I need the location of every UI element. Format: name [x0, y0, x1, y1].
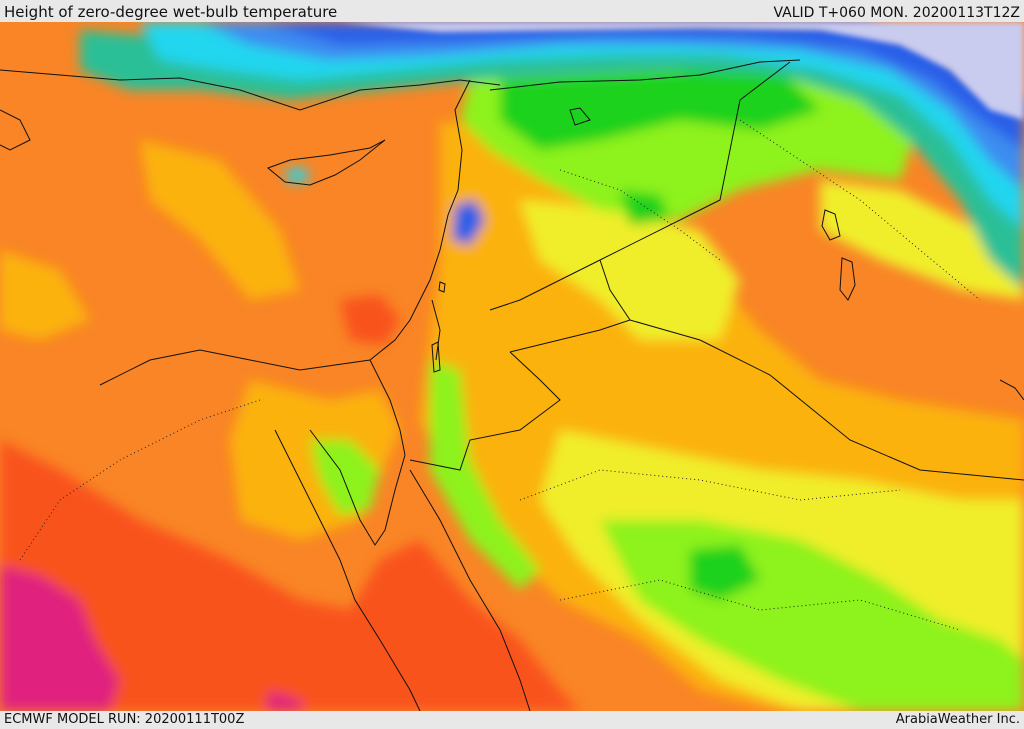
map-title: Height of zero-degree wet-bulb temperatu… — [4, 3, 338, 21]
field-deep-blue — [260, 22, 1024, 150]
header-bar: Height of zero-degree wet-bulb temperatu… — [0, 0, 1024, 22]
coastline-red-sea-east — [409, 469, 531, 711]
dead-sea — [431, 341, 441, 373]
province-boundaries — [19, 119, 981, 631]
field-lavender — [340, 22, 1024, 120]
field-teal — [80, 30, 1024, 290]
field-layers — [0, 22, 1024, 711]
borders — [369, 59, 1024, 481]
field-lebanon-blue — [452, 200, 485, 245]
lake-razzaza — [839, 257, 856, 301]
border-syria-turkey — [489, 59, 801, 91]
model-run-label: ECMWF MODEL RUN: 20200111T00Z — [4, 712, 245, 727]
border-jordan-saudi — [409, 351, 561, 471]
province-boundary-iraq — [739, 119, 981, 301]
coastline-levant — [99, 79, 471, 386]
field-red-orange-med — [340, 295, 400, 345]
footer-bar: ECMWF MODEL RUN: 20200111T00Z ArabiaWeat… — [0, 711, 1024, 729]
coastline-aegean — [0, 109, 31, 151]
weather-map[interactable] — [0, 0, 1024, 711]
province-boundary-egypt — [19, 399, 261, 561]
field-orange-yellow-west — [0, 250, 90, 340]
coastline-gulf — [999, 379, 1024, 401]
province-boundary-syria — [559, 169, 721, 261]
field-light-green-coast — [430, 360, 540, 590]
field-green — [500, 70, 820, 150]
field-cyan — [140, 22, 1024, 230]
border-israel-egypt — [369, 359, 406, 456]
field-green-2 — [690, 545, 760, 600]
border-saudi-iraq — [629, 319, 1024, 481]
border-west-bank — [431, 299, 441, 361]
lake-assad — [569, 107, 591, 126]
field-light-green-sinai — [310, 440, 380, 515]
coastline-gulf-suez — [274, 429, 421, 711]
field-orange-yellow-med — [140, 140, 300, 300]
province-boundary-arabia-1 — [519, 469, 901, 501]
lake-tharthar — [821, 209, 841, 241]
coastline-gulf-aqaba — [309, 429, 406, 546]
valid-time: VALID T+060 MON. 20200113T12Z — [773, 5, 1020, 21]
map-canvas — [0, 0, 1024, 711]
field-magenta-2 — [265, 690, 305, 711]
cyprus-outline — [267, 139, 386, 186]
field-green-3 — [620, 190, 670, 225]
field-cyprus-cyan — [285, 168, 310, 184]
lake-tiberias — [438, 281, 446, 293]
field-red-orange — [0, 440, 580, 711]
border-syria-iraq — [489, 61, 791, 311]
field-yellow — [520, 200, 740, 340]
coastlines — [0, 69, 1024, 711]
field-blue — [200, 22, 1024, 190]
field-yellow-east — [820, 180, 1024, 300]
field-magenta — [0, 565, 120, 711]
coastline-turkey — [0, 69, 501, 111]
credit-label: ArabiaWeather Inc. — [895, 712, 1020, 727]
